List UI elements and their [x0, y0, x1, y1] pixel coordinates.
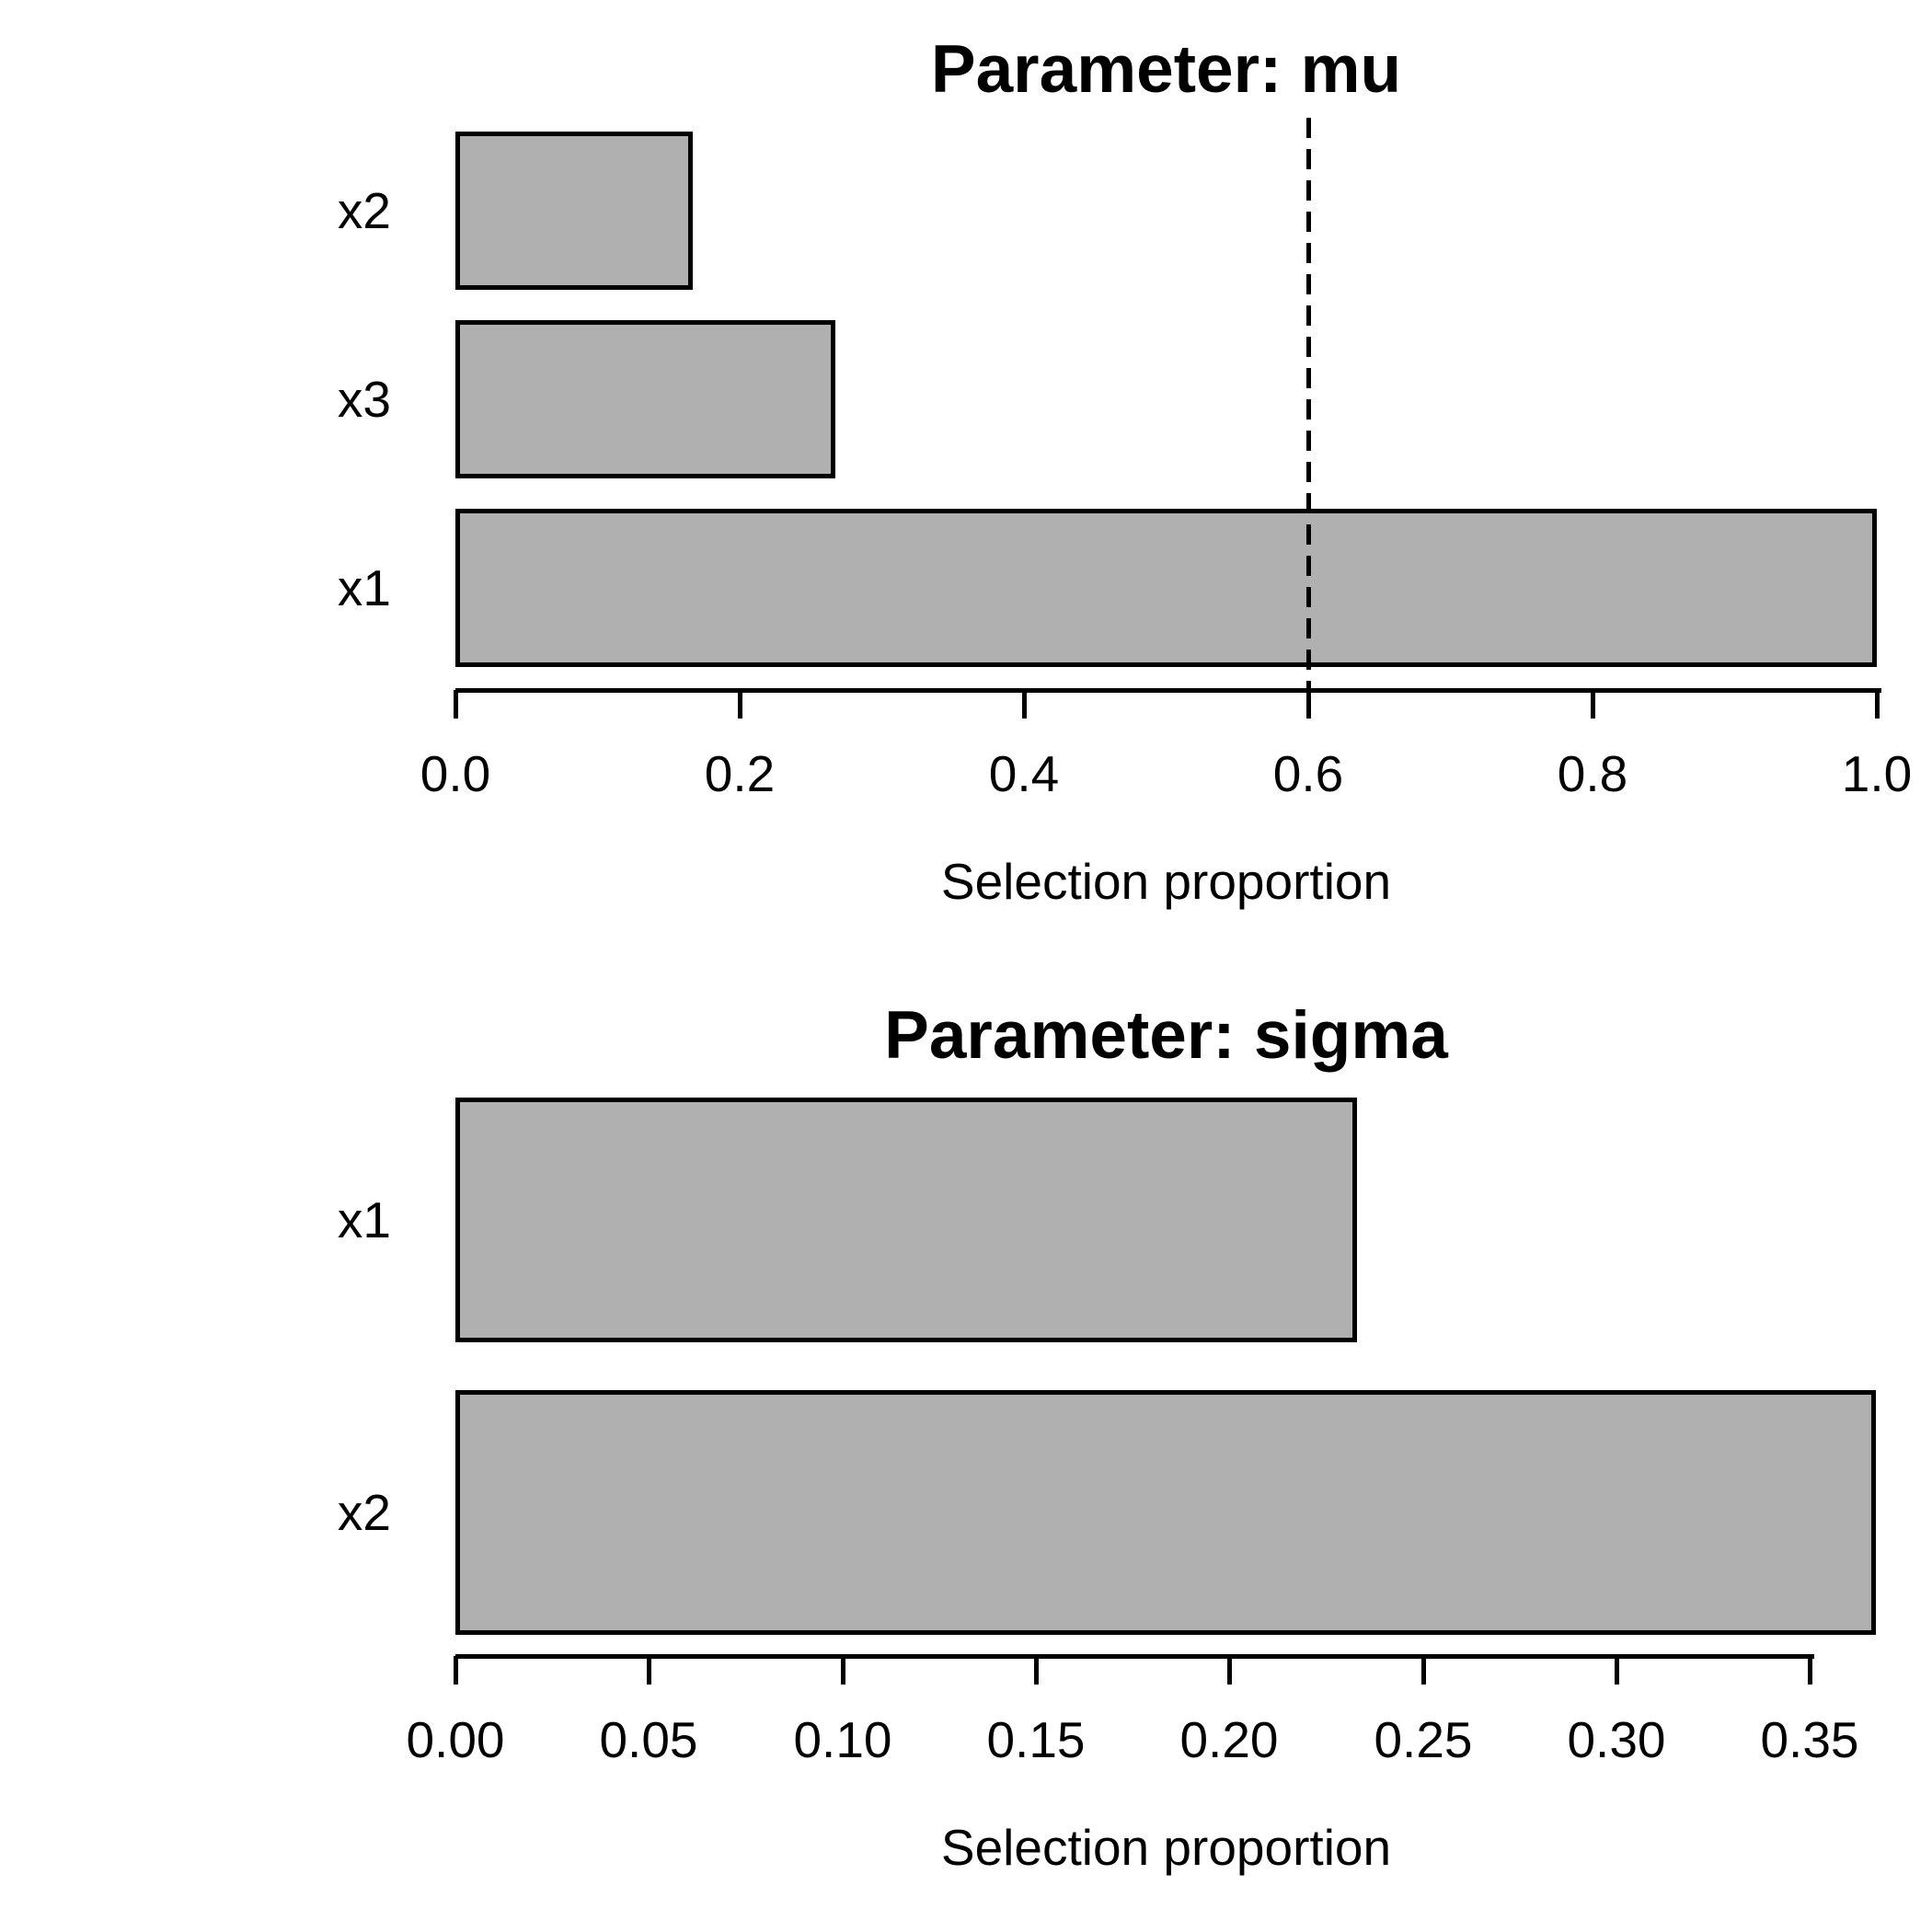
category-label-x2: x2: [337, 182, 391, 239]
x-axis-tick: [1421, 1656, 1426, 1685]
x-axis-tick: [1227, 1656, 1232, 1685]
chart-parameter-mu: Parameter: mu Selection proportion x2 x3 x…: [337, 32, 1913, 910]
bar-x1: [455, 1098, 1357, 1342]
x-axis-tick-label: 0.4: [988, 745, 1060, 802]
x-axis-tick-label: 0.25: [1374, 1711, 1473, 1768]
x-axis-tick: [1808, 1656, 1812, 1685]
x-axis-tick-label: 0.05: [599, 1711, 698, 1768]
x-axis-tick-label: 0.0: [420, 745, 491, 802]
threshold-dashed-line: [1306, 118, 1311, 690]
x-axis-line: [455, 1654, 1814, 1659]
x-axis-tick-label: 0.6: [1272, 745, 1344, 802]
chart-parameter-sigma: Parameter: sigma Selection proportion x1…: [0, 966, 1932, 1932]
x-axis-tick-label: 0.2: [704, 745, 776, 802]
x-axis-tick: [1591, 690, 1595, 719]
x-axis-tick: [647, 1656, 651, 1685]
category-label-x3: x3: [337, 371, 391, 428]
category-label-x2: x2: [337, 1484, 391, 1541]
x-axis-tick-label: 0.15: [986, 1711, 1086, 1768]
x-axis-tick-label: 0.00: [406, 1711, 505, 1768]
x-axis-tick: [1034, 1656, 1039, 1685]
bar-x1: [455, 509, 1877, 667]
bar-x2: [455, 132, 693, 290]
x-axis-tick-label: 0.30: [1567, 1711, 1666, 1768]
bar-x2: [455, 1390, 1876, 1635]
x-axis-tick-label: 0.35: [1760, 1711, 1859, 1768]
category-label-x1: x1: [337, 1191, 391, 1248]
x-axis-line: [455, 688, 1881, 693]
bar-x3: [455, 320, 835, 478]
x-axis-label-mu: Selection proportion: [940, 853, 1392, 910]
x-axis-tick-label: 0.20: [1179, 1711, 1279, 1768]
x-axis-tick: [841, 1656, 845, 1685]
x-axis-tick-label: 1.0: [1841, 745, 1913, 802]
x-axis-tick: [1306, 690, 1311, 719]
x-axis-tick-label: 0.10: [793, 1711, 892, 1768]
chart-title-mu: Parameter: mu: [930, 32, 1402, 107]
x-axis-tick: [738, 690, 742, 719]
x-axis-tick: [1022, 690, 1027, 719]
x-axis-tick-label: 0.8: [1557, 745, 1628, 802]
x-axis-label-sigma: Selection proportion: [940, 1819, 1392, 1876]
x-axis-tick: [1615, 1656, 1619, 1685]
category-label-x1: x1: [337, 559, 391, 616]
chart-title-sigma: Parameter: sigma: [884, 998, 1448, 1073]
x-axis-tick: [454, 690, 458, 719]
x-axis-tick: [1875, 690, 1880, 719]
x-axis-tick: [454, 1656, 458, 1685]
